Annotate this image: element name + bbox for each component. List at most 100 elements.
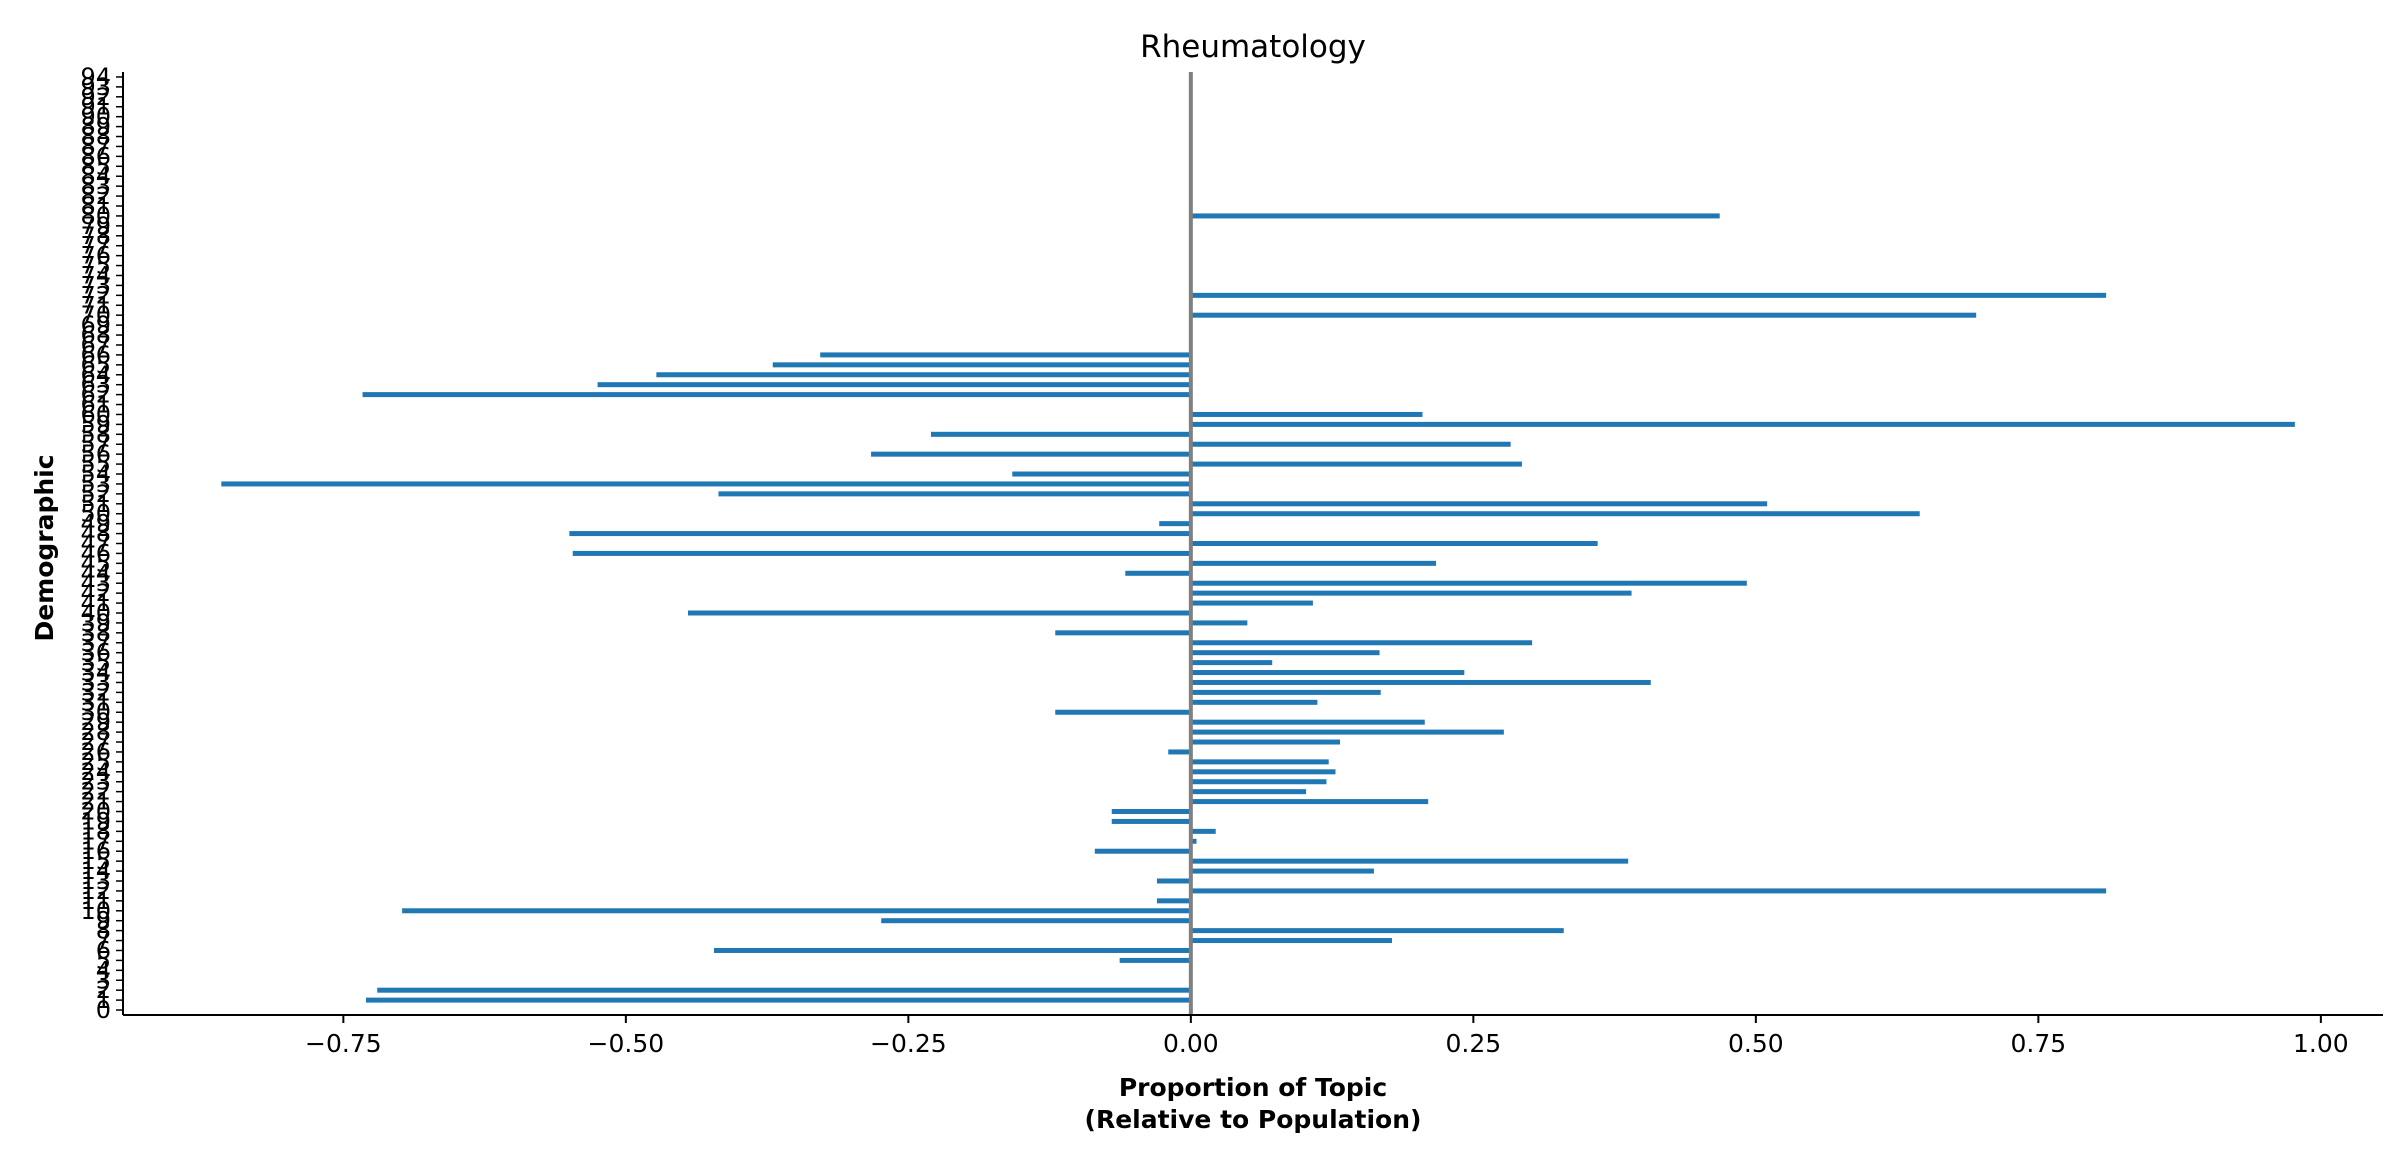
bar-2 <box>377 987 1191 993</box>
bar-41 <box>1190 600 1313 606</box>
bar-52 <box>718 491 1191 497</box>
y-tick-label: 8 <box>96 917 111 945</box>
bar-16 <box>1094 848 1191 854</box>
y-tick-label: 90 <box>80 103 111 131</box>
bar-66 <box>820 352 1191 358</box>
y-tick-label: 10 <box>80 897 111 925</box>
y-tick-label: 52 <box>80 480 111 508</box>
bar-35 <box>1190 660 1273 666</box>
bar-48 <box>569 531 1191 537</box>
bar-14 <box>1190 868 1374 874</box>
bar-65 <box>772 362 1191 368</box>
bar-56 <box>871 451 1191 457</box>
y-tick-label: 56 <box>80 440 111 468</box>
y-tick-label: 50 <box>80 500 111 528</box>
bars-group <box>221 213 2295 1003</box>
y-tick-label: 61 <box>80 391 111 419</box>
bar-19 <box>1111 818 1191 824</box>
y-tick-label: 60 <box>80 400 111 428</box>
chart-title: Rheumatology <box>1140 29 1366 65</box>
y-tick-label: 70 <box>80 301 111 329</box>
bar-58 <box>930 431 1191 437</box>
y-tick-label: 31 <box>80 688 111 716</box>
y-tick-label: 58 <box>80 420 111 448</box>
bar-57 <box>1190 441 1511 447</box>
y-tick-label: 71 <box>80 291 111 319</box>
bar-11 <box>1156 898 1191 904</box>
bar-62 <box>362 392 1191 398</box>
y-tick-label: 54 <box>80 460 111 488</box>
y-tick-label: 7 <box>96 927 111 955</box>
bar-25 <box>1190 759 1329 765</box>
bar-21 <box>1190 799 1429 805</box>
y-tick-label: 14 <box>80 857 111 885</box>
bar-18 <box>1190 828 1216 834</box>
y-tick-label: 15 <box>80 847 111 875</box>
x-ticks-group: −0.75 −0.50 −0.25 0.00 0.25 0.50 0.75 1.00 <box>305 1015 2349 1058</box>
y-tick-label: 81 <box>80 192 111 220</box>
y-tick-label: 57 <box>80 430 111 458</box>
y-tick-label: 0 <box>96 996 111 1024</box>
y-tick-label: 44 <box>80 559 111 587</box>
y-tick-label: 43 <box>80 569 111 597</box>
bar-45 <box>1190 560 1437 566</box>
y-tick-label: 19 <box>80 807 111 835</box>
y-tick-label: 49 <box>80 510 111 538</box>
y-tick-label: 24 <box>80 758 111 786</box>
bar-20 <box>1111 809 1191 815</box>
y-tick-label: 69 <box>80 311 111 339</box>
y-tick-label: 86 <box>80 142 111 170</box>
y-tick-label: 37 <box>80 629 111 657</box>
x-axis-label-line2: (Relative to Population) <box>1085 1105 1422 1134</box>
y-tick-label: 38 <box>80 619 111 647</box>
y-tick-label: 5 <box>96 946 111 974</box>
x-tick-label: −0.50 <box>588 1029 665 1058</box>
bar-26 <box>1168 749 1191 755</box>
bar-8 <box>1190 928 1564 934</box>
bar-53 <box>221 481 1191 487</box>
y-tick-label: 46 <box>80 539 111 567</box>
bar-7 <box>1190 938 1392 944</box>
y-tick-label: 26 <box>80 738 111 766</box>
y-tick-label: 75 <box>80 252 111 280</box>
y-tick-label: 47 <box>80 530 111 558</box>
bar-30 <box>1055 709 1191 715</box>
bar-51 <box>1190 501 1768 507</box>
bar-47 <box>1190 541 1598 546</box>
y-tick-label: 27 <box>80 728 111 756</box>
bar-64 <box>656 372 1191 378</box>
y-tick-label: 25 <box>80 748 111 776</box>
y-tick-label: 39 <box>80 609 111 637</box>
y-tick-label: 80 <box>80 202 111 230</box>
bar-5 <box>1119 957 1191 963</box>
x-tick-label: 0.50 <box>1728 1029 1784 1058</box>
y-tick-label: 2 <box>96 976 111 1004</box>
y-tick-label: 9 <box>96 907 111 935</box>
x-tick-label: 0.25 <box>1446 1029 1502 1058</box>
y-tick-label: 88 <box>80 123 111 151</box>
bar-72 <box>1190 292 2107 298</box>
bar-46 <box>572 550 1191 556</box>
x-tick-label: 0.75 <box>2011 1029 2067 1058</box>
y-tick-label: 16 <box>80 837 111 865</box>
y-tick-label: 11 <box>80 887 111 915</box>
bar-1 <box>365 997 1191 1003</box>
bar-55 <box>1190 461 1522 467</box>
y-tick-label: 45 <box>80 549 111 577</box>
bar-59 <box>1190 421 2295 427</box>
y-tick-label: 89 <box>80 113 111 141</box>
bar-13 <box>1156 878 1191 884</box>
bar-17 <box>1190 838 1197 844</box>
y-tick-label: 3 <box>96 966 111 994</box>
y-tick-label: 20 <box>80 798 111 826</box>
y-tick-label: 4 <box>96 956 111 984</box>
x-tick-label: 1.00 <box>2293 1029 2349 1058</box>
bar-36 <box>1190 650 1380 656</box>
y-tick-label: 18 <box>80 817 111 845</box>
y-tick-label: 23 <box>80 768 111 796</box>
bar-29 <box>1190 719 1425 725</box>
bar-43 <box>1190 580 1747 586</box>
bar-44 <box>1125 570 1191 576</box>
bar-54 <box>1012 471 1191 477</box>
